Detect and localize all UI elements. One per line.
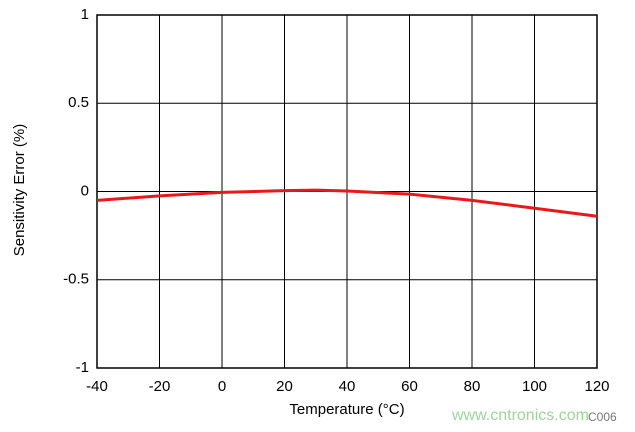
- y-axis-title: Sensitivity Error (%): [11, 124, 28, 257]
- x-tick-label: 100: [522, 378, 547, 395]
- x-tick-label: 20: [276, 378, 293, 395]
- data-line: [96, 188, 598, 218]
- x-tick-label: -40: [86, 378, 108, 395]
- y-tick-label: -0.5: [63, 271, 89, 288]
- y-tick-label: -1: [76, 359, 89, 376]
- y-tick-label: 0.5: [68, 94, 89, 111]
- x-tick-label: -20: [149, 378, 171, 395]
- x-axis-title: Temperature (°C): [289, 401, 404, 418]
- figure-code: C006: [588, 410, 617, 424]
- x-tick-label: 80: [464, 378, 481, 395]
- x-tick-label: 0: [218, 378, 226, 395]
- watermark: www.cntronics.com: [451, 407, 589, 424]
- x-tick-label: 60: [401, 378, 418, 395]
- y-tick-label: 1: [81, 6, 89, 23]
- x-tick-label: 40: [339, 378, 356, 395]
- plot-frame: [96, 14, 598, 369]
- y-tick-label: 0: [81, 182, 89, 199]
- x-tick-label: 120: [584, 378, 609, 395]
